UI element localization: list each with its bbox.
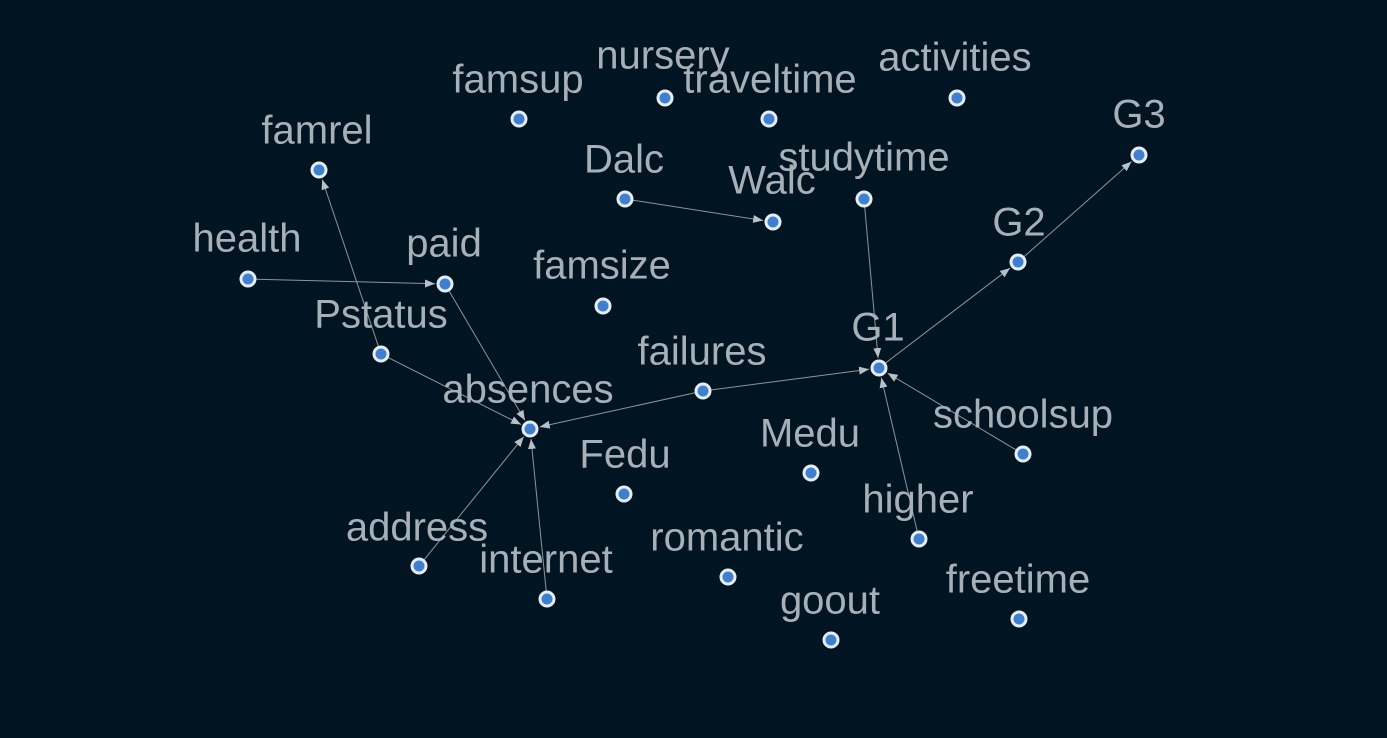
node-failures[interactable] — [694, 382, 712, 400]
node-label-failures: failures — [638, 330, 767, 374]
edge-G1-to-G2 — [885, 267, 1011, 364]
node-label-G3: G3 — [1112, 93, 1165, 137]
node-label-Pstatus: Pstatus — [314, 293, 447, 337]
node-label-address: address — [346, 506, 488, 550]
node-G1[interactable] — [870, 359, 888, 377]
label-layer: nursery famsup traveltime activities G3 famre… — [193, 34, 1166, 623]
node-Walc[interactable] — [764, 213, 782, 231]
edge-Pstatus-to-absences — [387, 357, 522, 425]
edge-schoolsup-to-G1 — [887, 372, 1017, 451]
node-label-traveltime: traveltime — [683, 58, 856, 102]
node-label-famsup: famsup — [452, 58, 583, 102]
node-label-famrel: famrel — [261, 109, 372, 153]
edge-paid-to-absences — [448, 290, 526, 421]
node-label-schoolsup: schoolsup — [933, 393, 1113, 437]
node-health[interactable] — [239, 270, 257, 288]
node-label-Dalc: Dalc — [584, 138, 664, 182]
node-Fedu[interactable] — [615, 485, 633, 503]
node-internet[interactable] — [538, 590, 556, 608]
node-label-freetime: freetime — [946, 558, 1091, 602]
node-label-Medu: Medu — [760, 412, 860, 456]
node-label-paid: paid — [406, 222, 482, 266]
node-label-activities: activities — [878, 36, 1031, 80]
node-label-goout: goout — [780, 579, 880, 623]
node-G2[interactable] — [1009, 253, 1027, 271]
node-Pstatus[interactable] — [372, 345, 390, 363]
node-label-absences: absences — [442, 368, 613, 412]
edge-internet-to-absences — [528, 438, 547, 592]
node-label-studytime: studytime — [778, 136, 949, 180]
node-nursery[interactable] — [656, 89, 674, 107]
node-absences[interactable] — [521, 420, 539, 438]
edge-health-to-paid — [255, 278, 436, 288]
node-schoolsup[interactable] — [1014, 445, 1032, 463]
node-address[interactable] — [410, 557, 428, 575]
node-famrel[interactable] — [310, 161, 328, 179]
node-famsup[interactable] — [510, 110, 528, 128]
edge-higher-to-G1 — [879, 377, 918, 532]
edge-layer — [255, 161, 1132, 592]
node-G3[interactable] — [1130, 146, 1148, 164]
node-traveltime[interactable] — [760, 110, 778, 128]
edge-Pstatus-to-famrel — [321, 179, 379, 347]
node-label-G1: G1 — [851, 306, 904, 350]
node-label-famsize: famsize — [533, 244, 671, 288]
edge-studytime-to-G1 — [864, 206, 882, 359]
node-label-G2: G2 — [992, 201, 1045, 245]
node-studytime[interactable] — [855, 190, 873, 208]
node-label-health: health — [193, 217, 302, 261]
node-goout[interactable] — [822, 631, 840, 649]
node-label-internet: internet — [479, 538, 612, 582]
node-activities[interactable] — [948, 89, 966, 107]
node-Dalc[interactable] — [616, 190, 634, 208]
node-paid[interactable] — [436, 275, 454, 293]
node-freetime[interactable] — [1010, 610, 1028, 628]
node-label-Walc: Walc — [728, 159, 815, 203]
node-romantic[interactable] — [719, 568, 737, 586]
node-label-romantic: romantic — [650, 516, 803, 560]
edge-address-to-absences — [423, 436, 525, 561]
edge-failures-to-G1 — [710, 366, 870, 391]
node-label-higher: higher — [862, 478, 973, 522]
node-famsize[interactable] — [594, 297, 612, 315]
edge-G2-to-G3 — [1023, 161, 1132, 258]
edge-failures-to-absences — [539, 392, 696, 429]
node-label-Fedu: Fedu — [579, 433, 670, 477]
node-layer — [239, 89, 1148, 649]
edge-Dalc-to-Walc — [632, 199, 764, 223]
node-label-nursery: nursery — [596, 34, 729, 78]
node-Medu[interactable] — [802, 464, 820, 482]
node-higher[interactable] — [910, 530, 928, 548]
